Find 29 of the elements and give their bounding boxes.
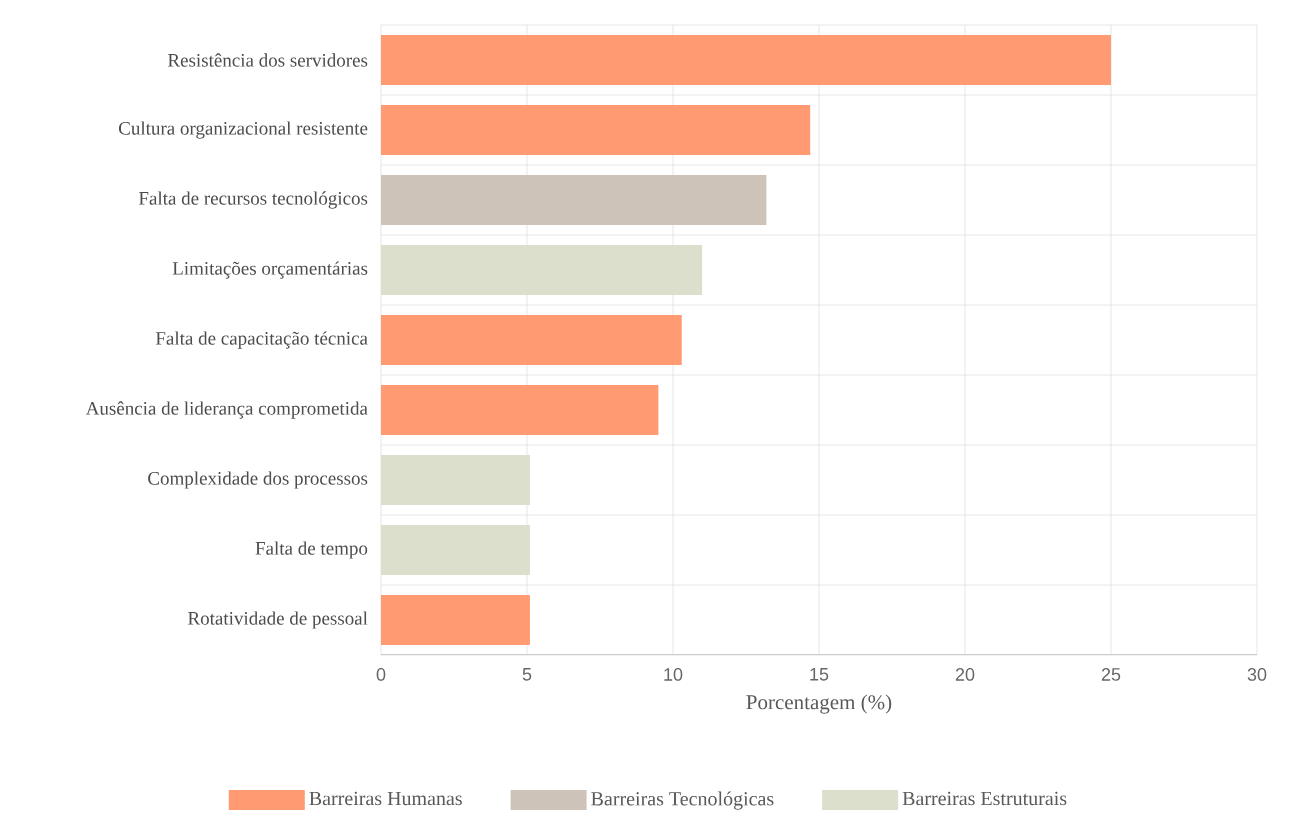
x-tick-label: 25 (1101, 668, 1121, 681)
legend-label: Barreiras Tecnológicas (591, 791, 774, 810)
legend-label: Barreiras Estruturais (902, 791, 1067, 806)
y-tick-label: Falta de tempo (255, 541, 368, 559)
y-tick-label: Falta de capacitação técnica (155, 331, 368, 349)
y-tick-label: Rotatividade de pessoal (188, 611, 368, 629)
y-tick-label: Falta de recursos tecnológicos (138, 191, 368, 209)
y-tick-label: Limitações orçamentárias (172, 261, 368, 279)
y-tick-label: Ausência de liderança comprometida (85, 401, 368, 419)
x-tick-label: 0 (376, 668, 386, 681)
y-tick-label: Complexidade dos processos (148, 471, 368, 489)
bar (380, 595, 530, 645)
y-tick-label: Resistência dos servidores (167, 53, 368, 67)
bar (380, 35, 1111, 86)
x-tick-label: 10 (664, 668, 683, 681)
bar (380, 105, 811, 156)
x-tick-label: 15 (810, 668, 829, 681)
x-tick-label: 5 (522, 668, 532, 681)
y-tick-label: Cultura organizacional resistente (118, 121, 368, 139)
bar (380, 525, 530, 575)
x-tick-label: 20 (955, 668, 975, 681)
bar (380, 175, 767, 226)
bar (380, 315, 682, 366)
x-axis-title: Porcentagem (%) (746, 694, 892, 714)
bar (380, 455, 530, 506)
bar (380, 385, 659, 436)
legend-label: Barreiras Humanas (309, 791, 462, 806)
bar (380, 245, 703, 296)
x-tick-label: 30 (1247, 668, 1267, 681)
